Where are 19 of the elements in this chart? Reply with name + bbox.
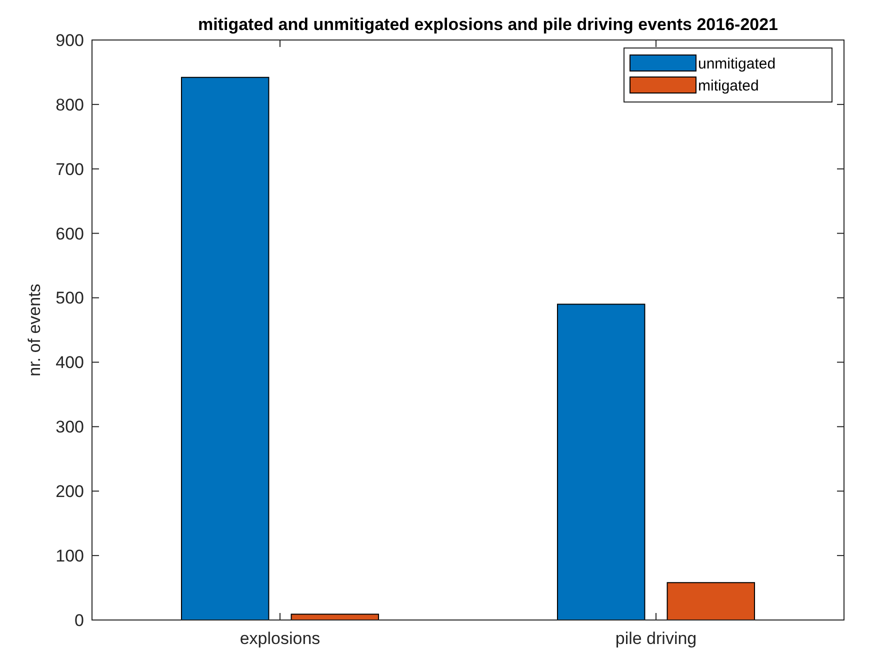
bar bbox=[556, 304, 646, 620]
y-tick-label: 300 bbox=[56, 418, 84, 437]
x-tick-label: pile driving bbox=[615, 629, 697, 648]
y-tick-label: 0 bbox=[74, 610, 84, 630]
bar bbox=[180, 76, 270, 620]
y-tick-label: 100 bbox=[56, 546, 84, 566]
y-tick-label: 700 bbox=[56, 160, 84, 179]
chart-title: mitigated and unmitigated explosions and pile driving events 2016-2021 bbox=[198, 15, 778, 34]
y-tick-label: 200 bbox=[56, 482, 84, 502]
y-tick-label: 800 bbox=[56, 95, 84, 114]
y-tick-label: 900 bbox=[56, 30, 84, 50]
y-tick-label: 400 bbox=[56, 353, 84, 372]
legend-label: mitigated bbox=[698, 77, 759, 94]
bar bbox=[666, 582, 756, 620]
x-tick-label: explosions bbox=[240, 629, 320, 648]
y-axis-title: nr. of events bbox=[25, 284, 44, 376]
y-tick-label: 600 bbox=[56, 224, 84, 244]
y-tick-label: 500 bbox=[56, 288, 84, 308]
legend-label: unmitigated bbox=[698, 55, 776, 72]
